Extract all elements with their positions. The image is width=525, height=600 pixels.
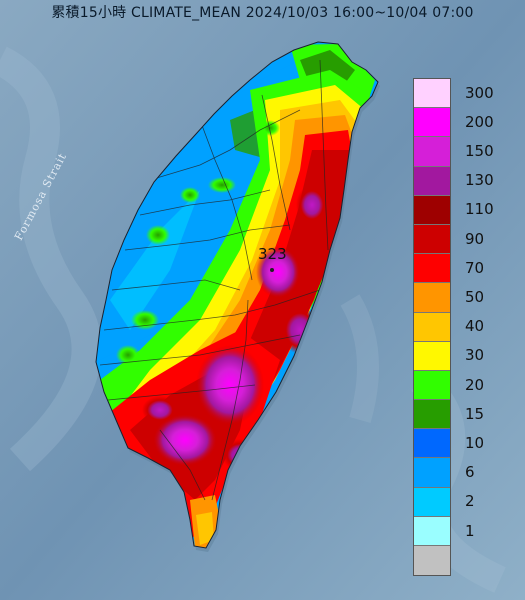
legend-label: 30	[465, 346, 485, 365]
peak-marker-icon	[270, 268, 274, 272]
legend-swatch	[414, 283, 450, 313]
legend-swatch	[414, 195, 450, 225]
legend-swatch	[414, 400, 450, 430]
legend-swatch	[414, 166, 450, 196]
legend-label: 1	[465, 521, 475, 540]
legend-swatch	[414, 429, 450, 459]
legend-label: 10	[465, 434, 485, 452]
legend-label: 70	[465, 258, 485, 277]
map-title: 累積15小時 CLIMATE_MEAN 2024/10/03 16:00~10/…	[51, 5, 474, 21]
legend-swatch	[414, 224, 450, 255]
legend-label: 90	[465, 229, 485, 248]
legend-swatch	[414, 370, 450, 401]
island-outline	[95, 41, 379, 549]
legend-label: 6	[465, 463, 475, 482]
legend-label: 15	[465, 404, 485, 423]
legend-swatch	[414, 254, 450, 284]
legend-label: 150	[465, 142, 494, 160]
legend-swatch	[414, 458, 450, 488]
peak-value-label: 323	[258, 245, 287, 263]
legend-label: 200	[465, 112, 494, 131]
legend-swatch	[414, 546, 450, 576]
legend-swatch	[414, 516, 450, 546]
legend-colorbar	[413, 78, 451, 577]
legend-swatch	[414, 108, 450, 138]
county-boundaries	[99, 59, 329, 501]
legend-label: 130	[465, 171, 494, 190]
legend-label: 110	[465, 200, 494, 219]
legend-swatch	[414, 341, 450, 371]
legend-swatch	[414, 79, 450, 109]
legend-label: 300	[465, 83, 494, 102]
legend-label: 20	[465, 375, 485, 394]
legend-label: 50	[465, 288, 485, 306]
legend-swatch	[414, 312, 450, 342]
legend-swatch	[414, 137, 450, 167]
legend-label: 40	[465, 317, 485, 336]
legend-swatch	[414, 487, 450, 517]
legend-label: 2	[465, 492, 475, 511]
